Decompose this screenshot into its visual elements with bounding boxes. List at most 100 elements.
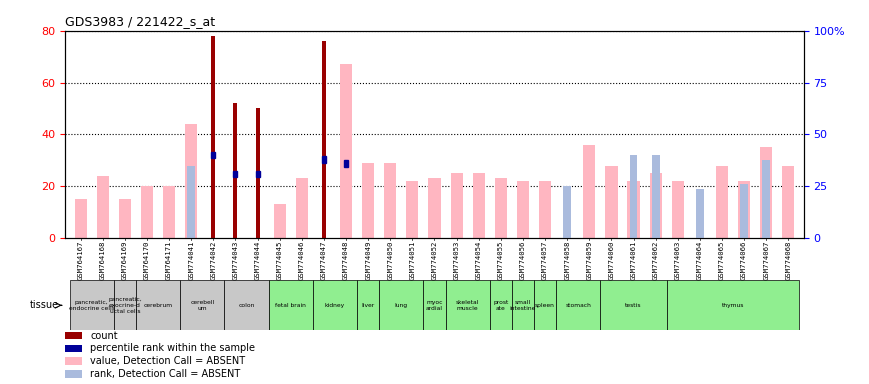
Bar	[539, 181, 551, 238]
Text: GSM774046: GSM774046	[299, 240, 305, 280]
Text: GSM774059: GSM774059	[587, 240, 593, 280]
Text: GSM774047: GSM774047	[321, 240, 327, 280]
Text: cerebrum: cerebrum	[143, 303, 173, 308]
Bar	[65, 332, 82, 339]
Bar	[627, 181, 640, 238]
Text: myoc
ardial: myoc ardial	[426, 300, 443, 311]
Bar	[423, 280, 446, 330]
Text: GSM774057: GSM774057	[542, 240, 548, 280]
Text: colon: colon	[238, 303, 255, 308]
Bar	[649, 173, 661, 238]
Bar	[70, 280, 114, 330]
Bar	[234, 170, 237, 177]
Text: pancreatic,
endocrine cells: pancreatic, endocrine cells	[69, 300, 115, 311]
Bar	[75, 199, 87, 238]
Bar	[224, 280, 269, 330]
Text: GSM774060: GSM774060	[608, 240, 614, 280]
Bar	[313, 280, 357, 330]
Bar	[322, 41, 326, 238]
Bar	[234, 103, 237, 238]
Bar	[362, 163, 375, 238]
Bar	[180, 280, 224, 330]
Text: GSM774055: GSM774055	[498, 240, 504, 280]
Bar	[295, 179, 308, 238]
Bar	[141, 186, 153, 238]
Bar	[517, 181, 529, 238]
Text: lung: lung	[395, 303, 408, 308]
Bar	[322, 156, 326, 162]
Bar	[600, 280, 667, 330]
Text: GSM774051: GSM774051	[409, 240, 415, 280]
Text: GSM774048: GSM774048	[343, 240, 349, 280]
Bar	[446, 280, 490, 330]
Text: testis: testis	[626, 303, 642, 308]
Text: pancreatic,
exocrine-d
uctal cells: pancreatic, exocrine-d uctal cells	[108, 297, 142, 314]
Bar	[163, 186, 176, 238]
Bar	[255, 108, 260, 238]
Text: fetal brain: fetal brain	[275, 303, 306, 308]
Bar	[96, 176, 109, 238]
Bar	[428, 179, 441, 238]
Bar	[652, 155, 660, 238]
Text: GSM774041: GSM774041	[189, 240, 195, 280]
Bar	[490, 280, 512, 330]
Bar	[450, 173, 462, 238]
Text: GSM764169: GSM764169	[122, 240, 128, 280]
Text: value, Detection Call = ABSENT: value, Detection Call = ABSENT	[90, 356, 246, 366]
Text: GSM774045: GSM774045	[276, 240, 282, 280]
Bar	[583, 145, 595, 238]
Bar	[716, 166, 728, 238]
Text: GSM774064: GSM774064	[697, 240, 703, 280]
Bar	[563, 186, 571, 238]
Text: GSM774066: GSM774066	[741, 240, 747, 280]
Bar	[344, 160, 348, 167]
Text: tissue: tissue	[30, 300, 58, 310]
Text: cerebell
um: cerebell um	[190, 300, 215, 311]
Bar	[782, 166, 794, 238]
Text: GSM774043: GSM774043	[233, 240, 238, 280]
Bar	[65, 358, 82, 365]
Text: GSM774054: GSM774054	[475, 240, 481, 280]
Text: GSM774052: GSM774052	[432, 240, 437, 280]
Text: GSM774053: GSM774053	[454, 240, 460, 280]
Text: GSM774058: GSM774058	[564, 240, 570, 280]
Bar	[65, 344, 82, 352]
Text: GSM774068: GSM774068	[786, 240, 792, 280]
Text: spleen: spleen	[535, 303, 555, 308]
Bar	[211, 36, 216, 238]
Bar	[114, 280, 136, 330]
Text: GSM774061: GSM774061	[631, 240, 636, 280]
Text: GSM774050: GSM774050	[388, 240, 394, 280]
Text: GDS3983 / 221422_s_at: GDS3983 / 221422_s_at	[65, 15, 216, 28]
Text: kidney: kidney	[325, 303, 345, 308]
Bar	[379, 280, 423, 330]
Bar	[255, 170, 260, 177]
Bar	[407, 181, 419, 238]
Bar	[738, 181, 750, 238]
Text: GSM774056: GSM774056	[520, 240, 526, 280]
Bar	[762, 161, 770, 238]
Bar	[494, 179, 507, 238]
Text: small
intestine: small intestine	[510, 300, 536, 311]
Text: percentile rank within the sample: percentile rank within the sample	[90, 343, 255, 353]
Text: rank, Detection Call = ABSENT: rank, Detection Call = ABSENT	[90, 369, 241, 379]
Text: GSM774049: GSM774049	[365, 240, 371, 280]
Text: skeletal
muscle: skeletal muscle	[456, 300, 480, 311]
Bar	[119, 199, 131, 238]
Text: count: count	[90, 331, 118, 341]
Bar	[630, 155, 637, 238]
Bar	[65, 370, 82, 378]
Text: GSM764170: GSM764170	[144, 240, 150, 280]
Text: stomach: stomach	[566, 303, 591, 308]
Bar	[188, 166, 196, 238]
Text: thymus: thymus	[722, 303, 744, 308]
Text: GSM774065: GSM774065	[719, 240, 725, 280]
Bar	[534, 280, 556, 330]
Bar	[340, 65, 352, 238]
Bar	[606, 166, 618, 238]
Bar	[760, 147, 773, 238]
Text: GSM774042: GSM774042	[210, 240, 216, 280]
Text: GSM774044: GSM774044	[255, 240, 261, 280]
Text: GSM764168: GSM764168	[100, 240, 106, 280]
Bar	[556, 280, 600, 330]
